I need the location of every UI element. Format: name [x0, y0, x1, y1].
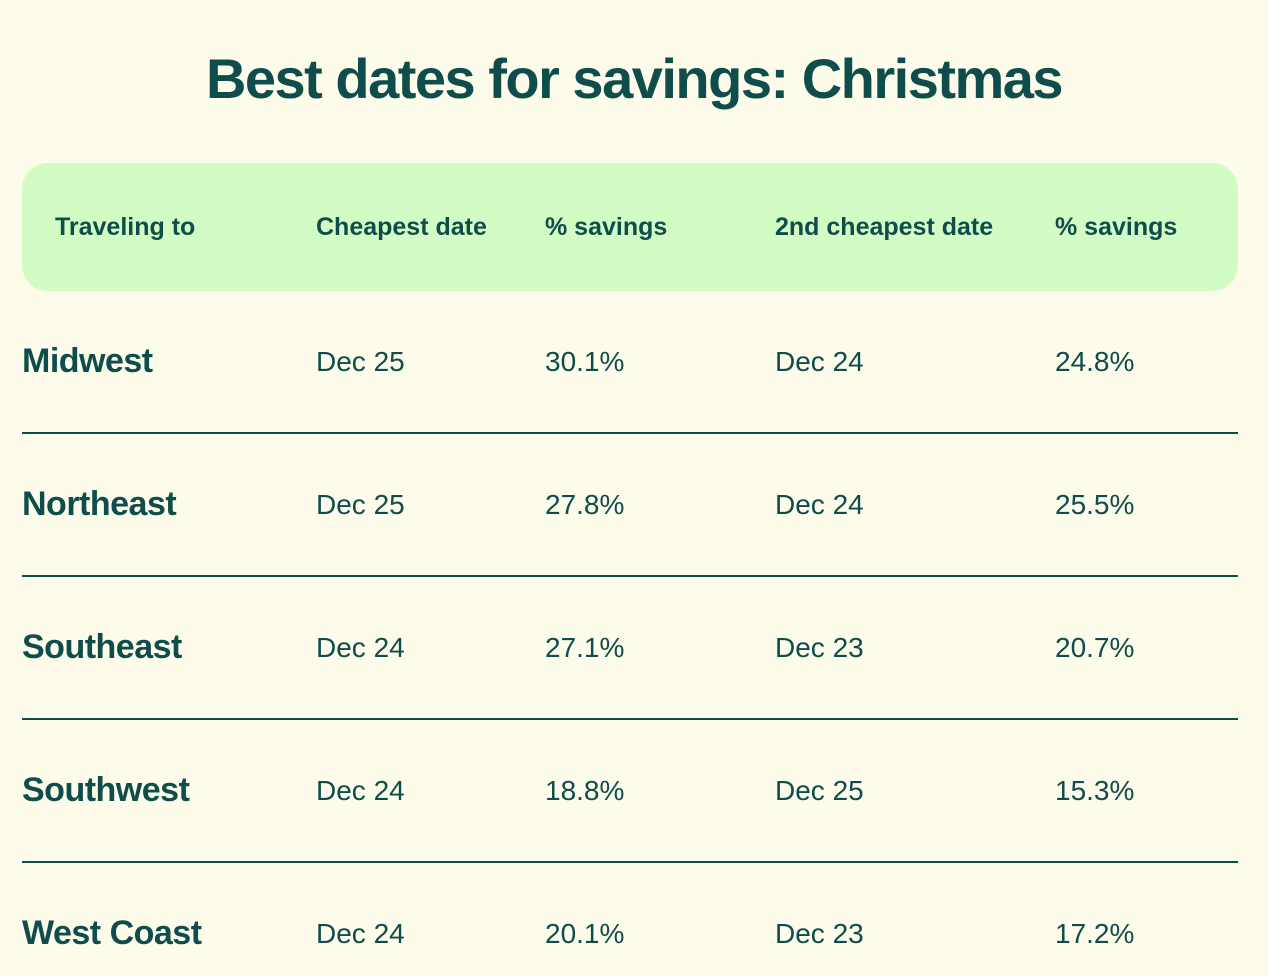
page-title: Best dates for savings: Christmas [205, 46, 1064, 110]
region-cell: Southwest [22, 771, 190, 809]
second-savings-cell: 20.7% [1055, 631, 1135, 663]
second-date-cell: Dec 25 [775, 774, 864, 806]
header-cell-traveling-to: Traveling to [55, 212, 196, 241]
region-cell: Northeast [22, 485, 177, 523]
second-savings-cell: 17.2% [1055, 917, 1135, 949]
second-date-cell: Dec 24 [775, 345, 864, 377]
savings-table: Traveling to Cheapest date % savings 2nd… [22, 163, 1238, 976]
second-date-cell: Dec 24 [775, 488, 864, 520]
table-row-midwest: Midwest Dec 25 30.1% Dec 24 24.8% [22, 291, 1238, 434]
second-savings-cell: 25.5% [1055, 488, 1135, 520]
cheapest-date-cell: Dec 24 [316, 917, 405, 949]
region-cell: Midwest [22, 342, 153, 380]
cheapest-savings-cell: 27.1% [545, 631, 625, 663]
second-savings-cell: 15.3% [1055, 774, 1135, 806]
second-savings-cell: 24.8% [1055, 345, 1135, 377]
table-row-southwest: Southwest Dec 24 18.8% Dec 25 15.3% [22, 720, 1238, 863]
region-cell: West Coast [22, 914, 202, 952]
cheapest-savings-cell: 30.1% [545, 345, 625, 377]
second-date-cell: Dec 23 [775, 917, 864, 949]
cheapest-date-cell: Dec 25 [316, 345, 405, 377]
cheapest-date-cell: Dec 25 [316, 488, 405, 520]
second-date-cell: Dec 23 [775, 631, 864, 663]
header-cell-savings-2: % savings [1055, 212, 1178, 241]
cheapest-date-cell: Dec 24 [316, 631, 405, 663]
cheapest-date-cell: Dec 24 [316, 774, 405, 806]
header-cell-savings-1: % savings [545, 212, 668, 241]
table-row-west-coast: West Coast Dec 24 20.1% Dec 23 17.2% [22, 863, 1238, 976]
cheapest-savings-cell: 27.8% [545, 488, 625, 520]
header-cell-cheapest-date: Cheapest date [316, 212, 487, 241]
table-row-southeast: Southeast Dec 24 27.1% Dec 23 20.7% [22, 577, 1238, 720]
header-cell-2nd-cheapest-date: 2nd cheapest date [775, 212, 994, 241]
table-header: Traveling to Cheapest date % savings 2nd… [22, 163, 1238, 291]
region-cell: Southeast [22, 628, 182, 666]
cheapest-savings-cell: 20.1% [545, 917, 625, 949]
cheapest-savings-cell: 18.8% [545, 774, 625, 806]
table-row-northeast: Northeast Dec 25 27.8% Dec 24 25.5% [22, 434, 1238, 577]
